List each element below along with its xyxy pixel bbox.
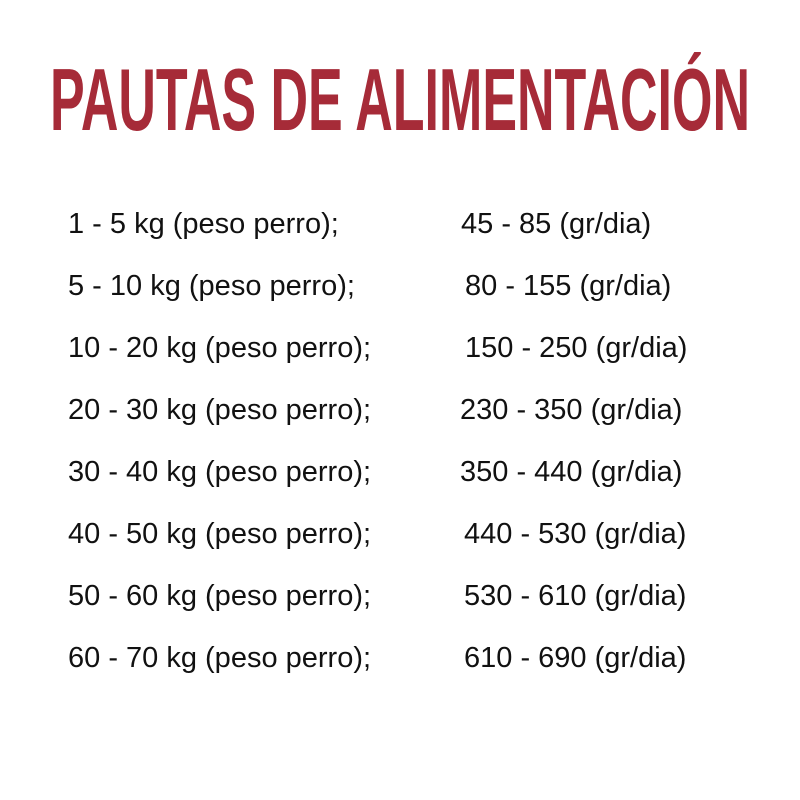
table-row: 20 - 30 kg (peso perro); 230 - 350 (gr/di… (68, 390, 748, 430)
table-row: 60 - 70 kg (peso perro); 610 - 690 (gr/di… (68, 638, 748, 678)
table-row: 30 - 40 kg (peso perro); 350 - 440 (gr/di… (68, 452, 748, 492)
food-amount: 530 - 610 (gr/dia) (464, 580, 687, 612)
table-row: 1 - 5 kg (peso perro); 45 - 85 (gr/dia) (68, 204, 748, 244)
weight-range: 50 - 60 kg (peso perro); (68, 580, 372, 612)
food-amount: 350 - 440 (gr/dia) (460, 456, 683, 488)
food-amount: 610 - 690 (gr/dia) (464, 642, 687, 674)
table-row: 10 - 20 kg (peso perro); 150 - 250 (gr/di… (68, 328, 748, 368)
table-row: 5 - 10 kg (peso perro); 80 - 155 (gr/dia) (68, 266, 748, 306)
food-amount: 230 - 350 (gr/dia) (460, 394, 683, 426)
weight-range: 40 - 50 kg (peso perro); (68, 518, 372, 550)
food-amount: 80 - 155 (gr/dia) (465, 270, 672, 302)
food-amount: 150 - 250 (gr/dia) (465, 332, 688, 364)
weight-range: 5 - 10 kg (peso perro); (68, 270, 355, 302)
weight-range: 10 - 20 kg (peso perro); (68, 332, 372, 364)
food-amount: 440 - 530 (gr/dia) (464, 518, 687, 550)
weight-range: 1 - 5 kg (peso perro); (68, 208, 339, 240)
table-row: 50 - 60 kg (peso perro); 530 - 610 (gr/di… (68, 576, 748, 616)
title-text: PAUTAS DE ALIMENTACIÓN (50, 52, 750, 138)
weight-range: 60 - 70 kg (peso perro); (68, 642, 372, 674)
title-graphic: PAUTAS DE ALIMENTACIÓN (50, 52, 750, 138)
weight-range: 30 - 40 kg (peso perro); (68, 456, 372, 488)
weight-range: 20 - 30 kg (peso perro); (68, 394, 372, 426)
food-amount: 45 - 85 (gr/dia) (461, 208, 652, 240)
page-title: PAUTAS DE ALIMENTACIÓN (50, 52, 750, 138)
table-row: 40 - 50 kg (peso perro); 440 - 530 (gr/di… (68, 514, 748, 554)
